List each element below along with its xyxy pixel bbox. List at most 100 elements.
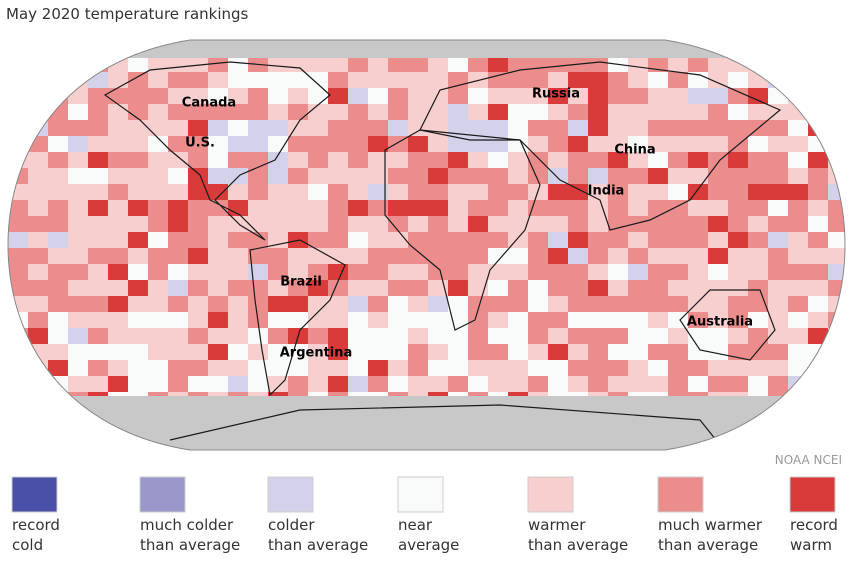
map-cell (828, 40, 845, 57)
map-cell (128, 120, 149, 137)
map-cell (788, 408, 809, 425)
map-cell (488, 72, 509, 89)
map-cell (488, 296, 509, 313)
map-cell (28, 408, 49, 425)
map-cell (808, 408, 829, 425)
map-cell (108, 88, 129, 105)
map-cell (348, 120, 369, 137)
map-cell (588, 104, 609, 121)
map-cell (28, 216, 49, 233)
map-cell (348, 200, 369, 217)
map-cell (168, 168, 189, 185)
map-cell (368, 184, 389, 201)
map-cell (368, 232, 389, 249)
map-cell (408, 72, 429, 89)
map-cell (348, 264, 369, 281)
map-cell (408, 168, 429, 185)
map-cell (28, 200, 49, 217)
map-cell (228, 280, 249, 297)
map-cell (68, 424, 89, 441)
map-cell (708, 136, 729, 153)
map-cell (588, 168, 609, 185)
map-cell (28, 328, 49, 345)
legend-label: than average (658, 536, 758, 554)
map-cell (408, 312, 429, 329)
map-cell (648, 136, 669, 153)
map-cell (768, 344, 789, 361)
map-cell (668, 104, 689, 121)
map-cell (368, 120, 389, 137)
map-cell (388, 216, 409, 233)
map-cell (808, 392, 829, 409)
map-cell (828, 264, 845, 281)
map-cell (248, 168, 269, 185)
map-cell (508, 296, 529, 313)
map-cell (408, 104, 429, 121)
map-cell (8, 424, 29, 441)
map-cell (388, 88, 409, 105)
map-cell (248, 376, 269, 393)
map-cell (28, 56, 49, 73)
map-cell (408, 232, 429, 249)
map-cell (28, 88, 49, 105)
map-cell (448, 264, 469, 281)
map-cell (228, 72, 249, 89)
map-cell (388, 72, 409, 89)
map-cell (328, 328, 349, 345)
map-cell (48, 296, 69, 313)
map-cell (668, 88, 689, 105)
map-cell (828, 408, 845, 425)
map-cell (268, 88, 289, 105)
map-cell (468, 104, 489, 121)
map-cell (828, 200, 845, 217)
map-cell (568, 360, 589, 377)
map-cell (828, 280, 845, 297)
map-cell (28, 152, 49, 169)
map-cell (468, 248, 489, 265)
map-cell (708, 104, 729, 121)
map-cell (768, 408, 789, 425)
map-cell (668, 200, 689, 217)
map-cell (488, 152, 509, 169)
map-cell (728, 440, 749, 450)
map-cell (608, 264, 629, 281)
legend-swatch (527, 476, 574, 513)
map-cell (168, 120, 189, 137)
map-cell (688, 296, 709, 313)
map-cell (148, 328, 169, 345)
map-cell (688, 200, 709, 217)
map-cell (588, 328, 609, 345)
map-cell (448, 376, 469, 393)
map-cell (28, 264, 49, 281)
map-cell (348, 152, 369, 169)
map-cell (488, 216, 509, 233)
map-cell (828, 88, 845, 105)
map-cell (128, 312, 149, 329)
map-cell (828, 120, 845, 137)
map-cell (448, 184, 469, 201)
map-cell (148, 312, 169, 329)
map-cell (388, 184, 409, 201)
map-cell (288, 280, 309, 297)
map-cell (728, 360, 749, 377)
map-cell (508, 328, 529, 345)
map-cell (168, 360, 189, 377)
map-cell (548, 312, 569, 329)
map-cell (408, 216, 429, 233)
map-cell (628, 184, 649, 201)
map-cell (208, 312, 229, 329)
map-cell (208, 152, 229, 169)
map-cell (648, 344, 669, 361)
map-cell (148, 72, 169, 89)
map-cell (288, 376, 309, 393)
map-cell (808, 72, 829, 89)
map-cell (828, 328, 845, 345)
map-cell (428, 296, 449, 313)
map-cell (108, 280, 129, 297)
map-cell (68, 120, 89, 137)
map-cell (448, 120, 469, 137)
map-cell (528, 200, 549, 217)
map-cell (48, 328, 69, 345)
map-cell (728, 280, 749, 297)
map-cell (268, 168, 289, 185)
